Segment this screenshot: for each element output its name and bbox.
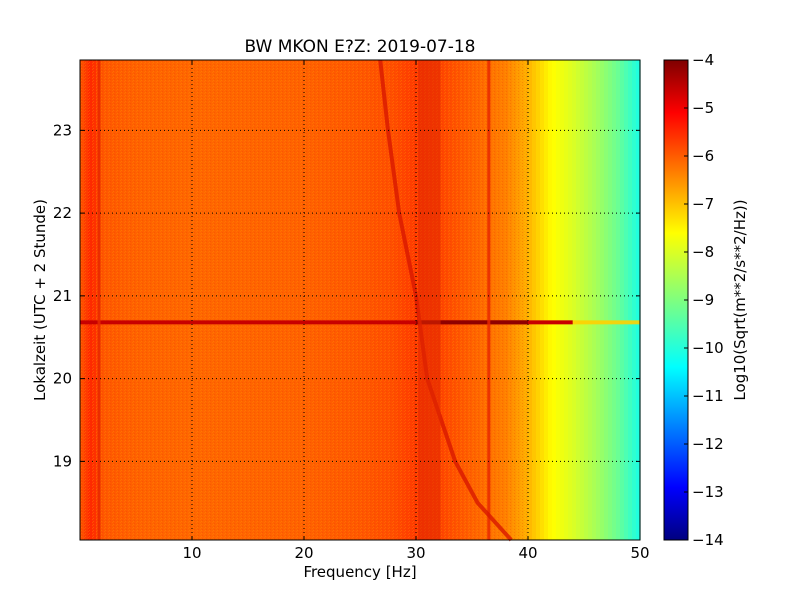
chart-title: BW MKON E?Z: 2019-07-18 xyxy=(245,37,476,57)
heatmap-cell xyxy=(528,60,533,540)
heatmap-cell xyxy=(624,60,629,540)
x-axis-ticks: 10 20 30 40 50 xyxy=(182,60,650,562)
heatmap-cell xyxy=(636,60,641,540)
y-axis-ticks: 19 20 21 22 23 xyxy=(53,121,640,470)
broadband-event-core xyxy=(416,320,528,325)
heatmap-cell xyxy=(608,60,613,540)
heatmap-cell xyxy=(544,60,549,540)
colorbar-tick-label: −6 xyxy=(692,147,714,165)
colorbar: −4 −5 −6 −7 −8 −9 −10 −11 −12 −13 −14 xyxy=(663,51,724,549)
broadband-event-line xyxy=(80,320,573,325)
x-tick-label: 40 xyxy=(518,544,537,562)
heatmap-cell xyxy=(556,60,561,540)
spectrogram-heatmap xyxy=(80,60,641,540)
colorbar-tick-label: −10 xyxy=(692,339,724,357)
plot-area: 10 20 30 40 50 19 20 21 22 23 xyxy=(53,59,650,562)
colorbar-tick-label: −9 xyxy=(692,291,714,309)
grid-lines xyxy=(80,60,640,540)
heatmap-cell xyxy=(580,60,585,540)
colorbar-tick-label: −11 xyxy=(692,387,724,405)
heatmap-cell xyxy=(532,60,537,540)
heatmap-cell xyxy=(632,60,637,540)
y-tick-label: 21 xyxy=(53,287,72,305)
heatmap-cell xyxy=(592,60,597,540)
x-tick-label: 10 xyxy=(182,544,201,562)
x-tick-label: 20 xyxy=(294,544,313,562)
y-tick-label: 22 xyxy=(53,204,72,222)
heatmap-cell xyxy=(552,60,557,540)
colorbar-tick-label: −14 xyxy=(692,531,724,549)
y-tick-label: 23 xyxy=(53,121,72,139)
x-tick-label: 30 xyxy=(406,544,425,562)
heatmap-cell xyxy=(620,60,625,540)
colorbar-tick-label: −13 xyxy=(692,483,724,501)
heatmap-cell xyxy=(596,60,601,540)
broadband-event-tail xyxy=(572,320,640,325)
heatmap-cell xyxy=(584,60,589,540)
heatmap-cell xyxy=(628,60,633,540)
narrowband-line xyxy=(97,60,101,540)
colorbar-tick-label: −12 xyxy=(692,435,724,453)
x-axis-label: Frequency [Hz] xyxy=(303,563,416,581)
narrowband-line xyxy=(487,60,491,540)
y-axis-label: Lokalzeit (UTC + 2 Stunde) xyxy=(31,199,49,401)
colorbar-label: Log10(Sqrt(m**2/s**2/Hz)) xyxy=(731,199,749,400)
heatmap-cell xyxy=(616,60,621,540)
heatmap-cell xyxy=(560,60,565,540)
heatmap-cell xyxy=(548,60,553,540)
heatmap-cell xyxy=(612,60,617,540)
colorbar-tick-label: −7 xyxy=(692,195,714,213)
heatmap-cell xyxy=(540,60,545,540)
colorbar-tick-label: −5 xyxy=(692,99,714,117)
heatmap-cell xyxy=(576,60,581,540)
persistent-band xyxy=(418,60,441,540)
heatmap-cell xyxy=(588,60,593,540)
y-tick-label: 20 xyxy=(53,370,72,388)
heatmap-cell xyxy=(568,60,573,540)
heatmap-cell xyxy=(564,60,569,540)
heatmap-cell xyxy=(600,60,605,540)
colorbar-tick-label: −8 xyxy=(692,243,714,261)
heatmap-cell xyxy=(572,60,577,540)
heatmap-cell xyxy=(536,60,541,540)
heatmap-cell xyxy=(604,60,609,540)
colorbar-ticks: −4 −5 −6 −7 −8 −9 −10 −11 −12 −13 −14 xyxy=(684,51,724,549)
y-tick-label: 19 xyxy=(53,452,72,470)
plot-frame xyxy=(79,59,641,541)
x-tick-label: 50 xyxy=(630,544,649,562)
colorbar-tick-label: −4 xyxy=(692,51,714,69)
spectrogram-features xyxy=(80,59,640,542)
